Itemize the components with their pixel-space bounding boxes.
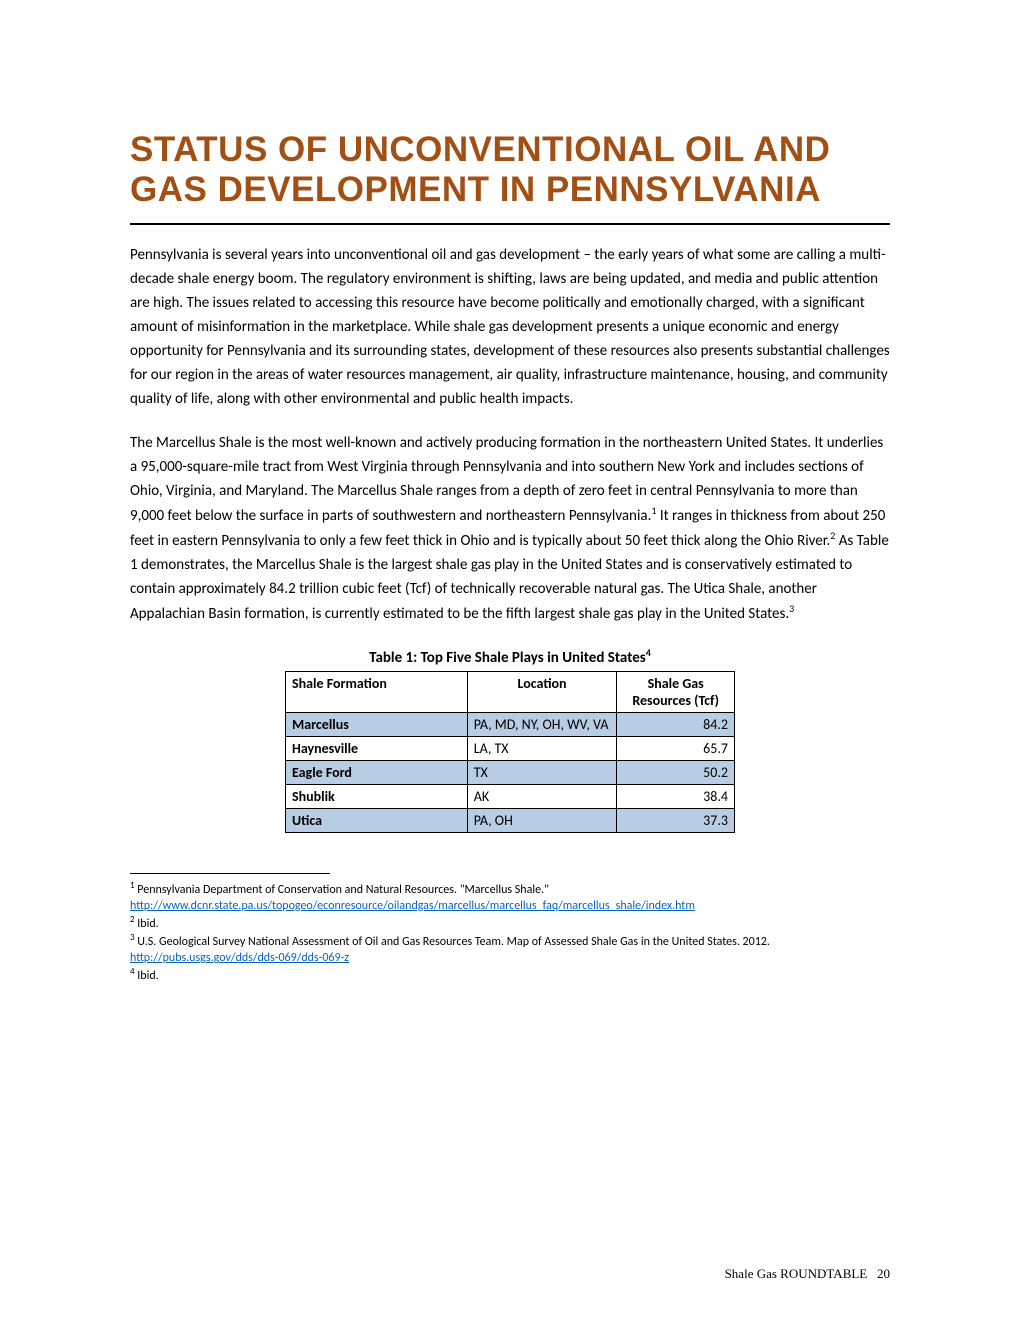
footnote-text: Pennsylvania Department of Conservation … [135,883,549,897]
footnote-ref-3: 3 [789,602,794,615]
cell-formation: Eagle Ford [286,760,468,784]
table-container: Shale Formation Location Shale Gas Resou… [130,671,890,833]
footnote-2: 2 Ibid. [130,914,890,932]
header-formation: Shale Formation [286,671,468,712]
footnote-1: 1 Pennsylvania Department of Conservatio… [130,880,890,914]
table-row: Shublik AK 38.4 [286,784,735,808]
page-title: STATUS OF UNCONVENTIONAL OIL AND GAS DEV… [130,130,890,225]
footnote-text: U.S. Geological Survey National Assessme… [135,935,770,949]
table-row: Haynesville LA, TX 65.7 [286,736,735,760]
footnotes-block: 1 Pennsylvania Department of Conservatio… [130,880,890,985]
cell-location: PA, OH [467,808,617,832]
shale-plays-table: Shale Formation Location Shale Gas Resou… [285,671,735,833]
marcellus-paragraph: The Marcellus Shale is the most well-kno… [130,431,890,626]
cell-resources: 65.7 [617,736,735,760]
cell-formation: Marcellus [286,712,468,736]
cell-resources: 84.2 [617,712,735,736]
cell-location: PA, MD, NY, OH, WV, VA [467,712,617,736]
table-row: Eagle Ford TX 50.2 [286,760,735,784]
footer-page: 20 [877,1266,890,1281]
table-caption: Table 1: Top Five Shale Plays in United … [130,646,890,667]
header-resources: Shale Gas Resources (Tcf) [617,671,735,712]
table-caption-text: Table 1: Top Five Shale Plays in United … [369,649,646,667]
intro-paragraph: Pennsylvania is several years into uncon… [130,243,890,411]
cell-location: LA, TX [467,736,617,760]
cell-resources: 37.3 [617,808,735,832]
cell-formation: Utica [286,808,468,832]
header-location: Location [467,671,617,712]
table-row: Marcellus PA, MD, NY, OH, WV, VA 84.2 [286,712,735,736]
footnote-3: 3 U.S. Geological Survey National Assess… [130,932,890,966]
cell-formation: Haynesville [286,736,468,760]
page-footer: Shale Gas ROUNDTABLE 20 [725,1266,890,1282]
footnote-separator [130,873,330,874]
footnote-text: Ibid. [135,969,159,983]
footnote-ref-4: 4 [646,646,651,659]
cell-formation: Shublik [286,784,468,808]
cell-location: TX [467,760,617,784]
cell-location: AK [467,784,617,808]
table-row: Utica PA, OH 37.3 [286,808,735,832]
footnote-link[interactable]: http://pubs.usgs.gov/dds/dds-069/dds-069… [130,951,349,965]
table-header-row: Shale Formation Location Shale Gas Resou… [286,671,735,712]
footnote-text: Ibid. [135,917,159,931]
cell-resources: 50.2 [617,760,735,784]
footnote-link[interactable]: http://www.dcnr.state.pa.us/topogeo/econ… [130,899,695,913]
footnote-4: 4 Ibid. [130,966,890,984]
cell-resources: 38.4 [617,784,735,808]
footer-label: Shale Gas ROUNDTABLE [725,1266,868,1281]
